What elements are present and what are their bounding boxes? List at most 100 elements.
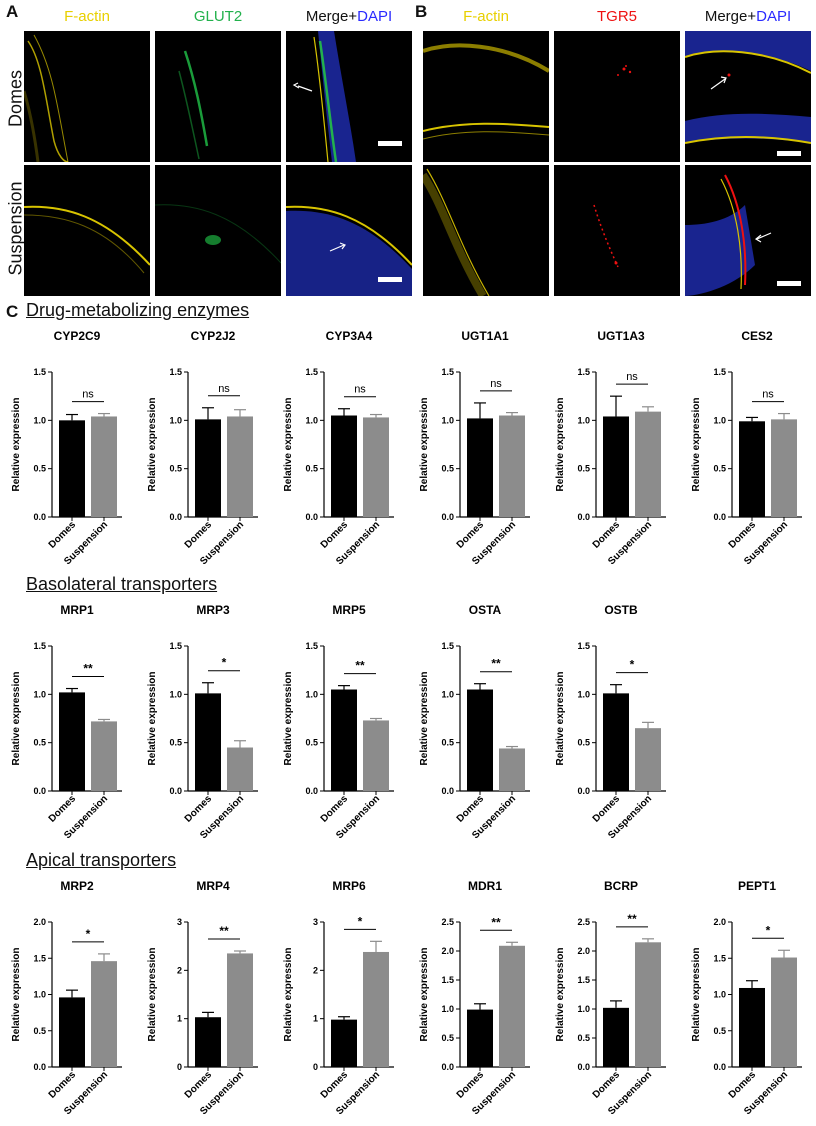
micrograph-a-domes-merge	[286, 31, 412, 162]
bar-domes	[195, 693, 221, 791]
y-tick-label: 0.5	[577, 738, 590, 748]
panel-a-column-label-merge: Merge+DAPI	[286, 8, 412, 25]
y-tick-label: 1.5	[441, 367, 454, 377]
chart-title: MRP2	[60, 879, 94, 893]
y-tick-label: 0.0	[713, 512, 726, 522]
x-category-label: Domes	[183, 793, 215, 825]
micrograph-a-domes-factin	[24, 31, 150, 162]
y-tick-label: 1.5	[33, 953, 46, 963]
y-tick-label: 0.5	[305, 464, 318, 474]
significance-label: **	[219, 924, 229, 938]
bar-suspension	[227, 953, 253, 1067]
panel-letter-c: C	[6, 302, 19, 321]
bar-suspension	[499, 945, 525, 1067]
y-tick-label: 1.0	[441, 415, 454, 425]
y-tick-label: 1.0	[33, 990, 46, 1000]
y-tick-label: 1.0	[169, 689, 182, 699]
panel-b-column-label-tgr5: TGR5	[554, 8, 680, 25]
y-tick-label: 1	[177, 1014, 182, 1024]
x-category-label: Domes	[47, 519, 79, 551]
chart-svg: CYP2C9 Relative expression 0.0 0.5 1.0 1.5 Dom…	[11, 329, 122, 567]
chart-svg: OSTA Relative expression 0.0 0.5 1.0 1.5 Domes…	[419, 603, 530, 841]
y-tick-label: 2.5	[441, 917, 454, 927]
label-suffix: DAPI	[756, 8, 792, 25]
y-tick-label: 0	[313, 1062, 318, 1072]
section-title-drug-metabolizing-enzymes: Drug-metabolizing enzymes	[26, 300, 250, 320]
y-axis-label: Relative expression	[147, 398, 158, 492]
micrograph-b-suspension-merge	[685, 165, 811, 296]
significance-label: ns	[762, 389, 774, 401]
chart-svg: MRP3 Relative expression 0.0 0.5 1.0 1.5 Domes…	[147, 603, 258, 841]
significance-label: **	[491, 657, 501, 671]
bar-suspension	[91, 721, 117, 791]
label-text: F-actin	[463, 8, 509, 25]
bar-domes	[59, 420, 85, 517]
y-axis-label: Relative expression	[555, 672, 566, 766]
y-tick-label: 0.5	[441, 738, 454, 748]
chart-title: UGT1A1	[461, 329, 509, 343]
significance-label: ns	[626, 371, 638, 383]
y-tick-label: 0.0	[441, 1062, 454, 1072]
bar-domes	[195, 1017, 221, 1067]
label-suffix: DAPI	[357, 8, 393, 25]
chart-title: OSTB	[604, 603, 638, 617]
y-tick-label: 2.0	[441, 946, 454, 956]
chart-title: BCRP	[604, 879, 638, 893]
y-axis-label: Relative expression	[419, 398, 430, 492]
bar-suspension	[91, 416, 117, 517]
significance-label: *	[630, 658, 635, 672]
bar-domes	[195, 419, 221, 517]
micrograph-image	[292, 31, 402, 162]
micrograph-b-domes-factin	[423, 31, 549, 162]
y-tick-label: 1.0	[305, 689, 318, 699]
y-tick-label: 1.5	[577, 641, 590, 651]
bar-suspension	[363, 417, 389, 517]
y-tick-label: 2	[313, 965, 318, 975]
chart-title: CYP3A4	[326, 329, 373, 343]
bar-suspension	[635, 728, 661, 791]
y-tick-label: 1.0	[169, 415, 182, 425]
bar-chart-mrp5: MRP5 Relative expression 0.0 0.5 1.0 1.5 Domes…	[282, 596, 408, 841]
bar-domes	[59, 692, 85, 791]
y-tick-label: 0.5	[577, 1033, 590, 1043]
significance-label: **	[355, 659, 365, 673]
label-text: TGR5	[596, 8, 637, 25]
bar-domes	[739, 421, 765, 517]
significance-label: ns	[218, 383, 230, 395]
y-tick-label: 1.5	[33, 641, 46, 651]
chart-svg: MDR1 Relative expression 0.0 0.5 1.0 1.5 2.0 2.…	[419, 879, 530, 1117]
y-axis-label: Relative expression	[691, 398, 702, 492]
y-tick-label: 0.5	[169, 464, 182, 474]
micrograph-image	[617, 65, 632, 76]
micrograph-image	[155, 204, 281, 264]
y-tick-label: 0.0	[441, 512, 454, 522]
label-text: Merge+	[704, 8, 757, 25]
bar-domes	[331, 1019, 357, 1067]
label-text: Merge+	[305, 8, 358, 25]
chart-title: CYP2J2	[191, 329, 236, 343]
chart-svg: CYP3A4 Relative expression 0.0 0.5 1.0 1.5 Dom…	[283, 329, 394, 567]
bar-chart-mdr1: MDR1 Relative expression 0.0 0.5 1.0 1.5 2.0 2.…	[418, 872, 544, 1117]
y-tick-label: 1	[313, 1014, 318, 1024]
panel-letter-a: A	[6, 2, 19, 21]
x-category-label: Domes	[591, 1069, 623, 1101]
micrograph-image	[685, 174, 801, 296]
significance-label: **	[491, 915, 501, 929]
y-tick-label: 2.0	[577, 946, 590, 956]
bar-domes	[331, 415, 357, 517]
chart-svg: PEPT1 Relative expression 0.0 0.5 1.0 1.5 2.0 D…	[691, 879, 802, 1117]
micrograph-a-suspension-glut2	[155, 165, 281, 296]
chart-svg: CES2 Relative expression 0.0 0.5 1.0 1.5 Domes…	[691, 329, 802, 567]
micrograph-image	[593, 204, 619, 268]
y-axis-label: Relative expression	[283, 398, 294, 492]
micrograph-image	[178, 50, 209, 160]
chart-title: MRP3	[196, 603, 230, 617]
x-category-label: Domes	[319, 793, 351, 825]
x-category-label: Domes	[319, 519, 351, 551]
micrograph-image	[24, 34, 69, 162]
bar-chart-mrp3: MRP3 Relative expression 0.0 0.5 1.0 1.5 Domes…	[146, 596, 272, 841]
x-category-label: Domes	[591, 519, 623, 551]
chart-svg: MRP2 Relative expression 0.0 0.5 1.0 1.5 2.0 Do…	[11, 879, 122, 1117]
chart-title: MRP4	[196, 879, 230, 893]
y-axis-label: Relative expression	[691, 948, 702, 1042]
